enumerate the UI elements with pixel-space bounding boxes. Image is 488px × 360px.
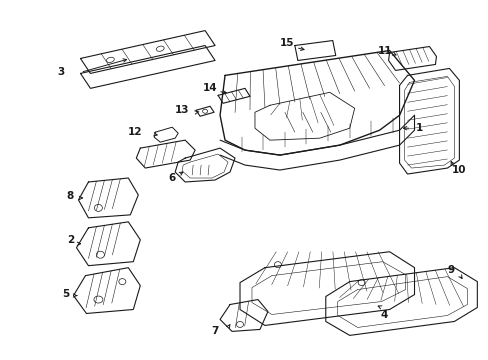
Text: 14: 14	[203, 84, 217, 93]
Text: 10: 10	[451, 165, 466, 175]
Text: 3: 3	[57, 67, 64, 77]
Text: 12: 12	[128, 127, 142, 137]
Text: 4: 4	[380, 310, 387, 320]
Text: 8: 8	[67, 191, 74, 201]
Text: 9: 9	[447, 265, 454, 275]
Text: 6: 6	[168, 173, 176, 183]
Text: 7: 7	[211, 327, 218, 336]
Text: 13: 13	[175, 105, 189, 115]
Text: 11: 11	[377, 45, 391, 55]
Text: 1: 1	[415, 123, 422, 133]
Text: 2: 2	[67, 235, 74, 245]
Text: 5: 5	[62, 289, 69, 298]
Text: 15: 15	[279, 37, 293, 48]
